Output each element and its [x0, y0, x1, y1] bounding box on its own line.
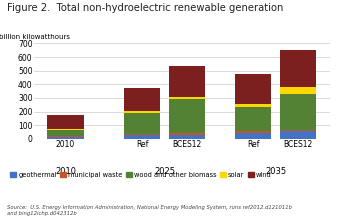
Text: 2025: 2025: [154, 167, 175, 176]
Bar: [169, 66, 205, 97]
Bar: [235, 74, 271, 104]
Bar: [169, 133, 205, 135]
Bar: [48, 129, 84, 130]
Bar: [48, 137, 84, 139]
Bar: [124, 113, 160, 134]
Bar: [124, 88, 160, 111]
Bar: [235, 133, 271, 139]
Bar: [48, 136, 84, 137]
Bar: [169, 97, 205, 99]
Text: 2010: 2010: [55, 167, 76, 176]
Bar: [169, 99, 205, 133]
Bar: [235, 104, 271, 107]
Bar: [280, 51, 316, 87]
Text: 2035: 2035: [265, 167, 286, 176]
Bar: [48, 130, 84, 136]
Bar: [280, 94, 316, 130]
Bar: [48, 115, 84, 129]
Bar: [280, 130, 316, 131]
Bar: [124, 111, 160, 113]
Bar: [124, 134, 160, 135]
Bar: [280, 87, 316, 94]
Bar: [280, 131, 316, 139]
Text: billion kilowatthours: billion kilowatthours: [0, 34, 69, 39]
Bar: [235, 107, 271, 131]
Bar: [124, 135, 160, 139]
Bar: [235, 131, 271, 133]
Legend: geothermal, municipal waste, wood and other biomass, solar, wind: geothermal, municipal waste, wood and ot…: [8, 169, 274, 180]
Bar: [169, 135, 205, 139]
Text: Source:  U.S. Energy Information Administration, National Energy Modeling System: Source: U.S. Energy Information Administ…: [7, 205, 292, 216]
Text: Figure 2.  Total non-hydroelectric renewable generation: Figure 2. Total non-hydroelectric renewa…: [7, 3, 283, 13]
